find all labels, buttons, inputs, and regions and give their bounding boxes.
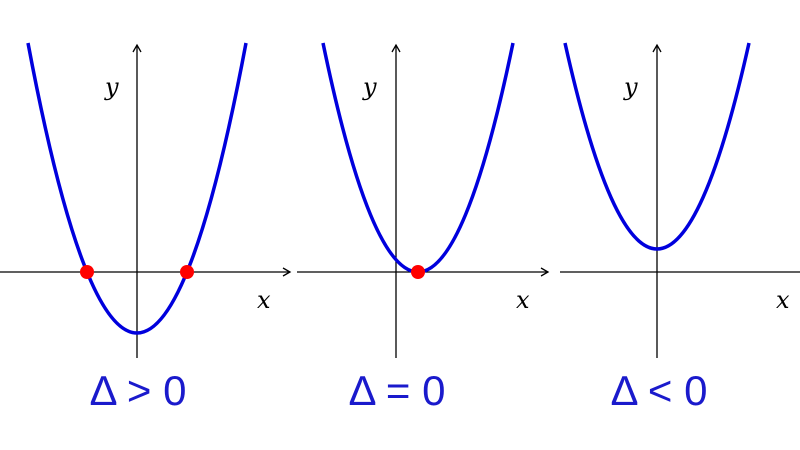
y-label: y [623,73,638,101]
root-point [80,265,94,279]
caption: Δ > 0 [90,367,187,414]
caption: Δ < 0 [611,367,708,414]
panel: y x Δ > 0 [0,42,292,414]
y-label: y [362,73,377,101]
root-point [180,265,194,279]
x-label: x [516,286,530,314]
parabola [321,42,515,274]
x-label: x [776,286,790,314]
caption: Δ = 0 [349,367,446,414]
parabola [563,42,751,251]
panel: y x Δ = 0 [297,42,550,414]
root-point [411,265,425,279]
x-label: x [257,286,271,314]
parabola [26,42,248,335]
y-label: y [104,73,119,101]
panel: y x Δ < 0 [560,42,800,414]
